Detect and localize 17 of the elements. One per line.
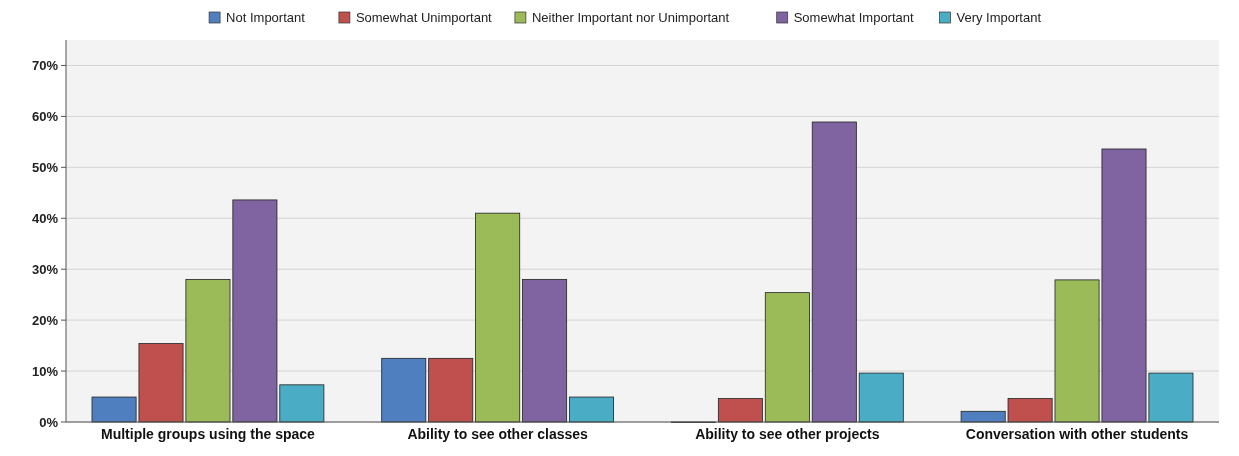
y-tick-label: 60%	[31, 108, 59, 124]
legend-label: Very Important	[956, 10, 1042, 25]
legend-label: Neither Important nor Unimportant	[531, 10, 730, 25]
y-tick-label: 20%	[31, 312, 59, 328]
legend-label: Somewhat Unimportant	[355, 10, 493, 25]
y-tick-label: 30%	[31, 261, 59, 277]
y-tick-label: 70%	[31, 58, 59, 74]
legend-label: Somewhat Important	[793, 10, 915, 25]
y-tick-label: 10%	[31, 363, 59, 379]
legend-label: Not Important	[226, 10, 306, 25]
x-tick-label: Ability to see other classes	[407, 426, 589, 442]
y-tick-label: 40%	[31, 210, 59, 226]
x-tick-label: Ability to see other projects	[695, 426, 880, 442]
y-tick-label: 0%	[39, 414, 59, 430]
x-tick-label: Conversation with other students	[965, 426, 1189, 442]
x-tick-label: Multiple groups using the space	[100, 426, 316, 442]
y-tick-label: 50%	[31, 159, 59, 175]
